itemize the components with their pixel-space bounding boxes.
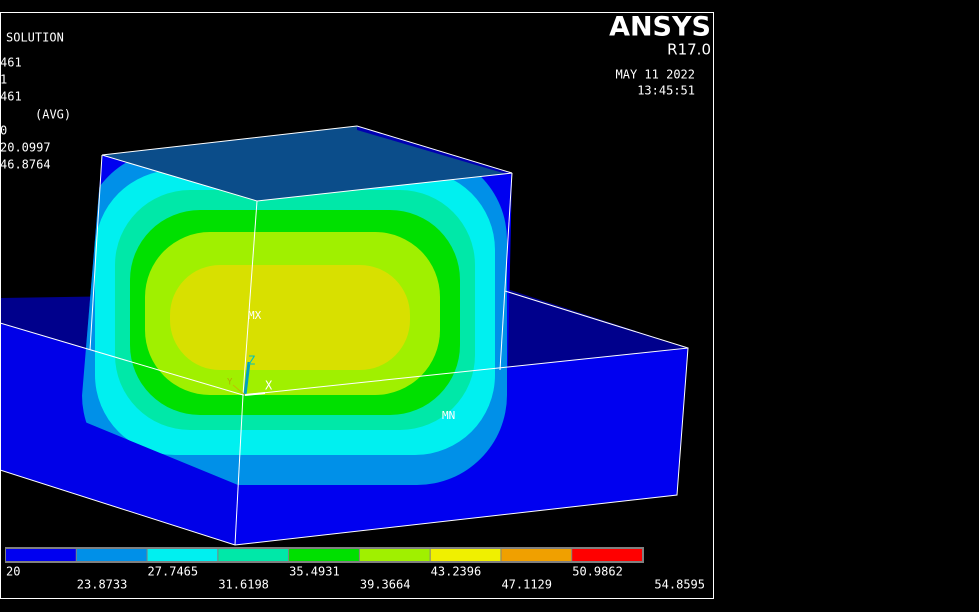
frame [0, 12, 714, 599]
info-line: 461 [0, 56, 22, 70]
legend-label: 47.1129 [501, 578, 552, 592]
info-line: 0 [0, 124, 7, 138]
legend-label: 23.8733 [77, 578, 128, 592]
max-label: MX [248, 309, 262, 322]
date: MAY 11 2022 [616, 68, 695, 82]
legend-label: 35.4931 [289, 565, 340, 579]
legend-swatch [6, 549, 76, 561]
legend-swatch [430, 549, 501, 561]
legend-swatch [359, 549, 430, 561]
triad [232, 361, 266, 396]
legend-label: 43.2396 [431, 565, 482, 579]
legend-label: 50.9862 [572, 565, 623, 579]
brand: ANSYS [609, 12, 711, 43]
edges [0, 125, 689, 546]
legend-label: 39.3664 [360, 578, 411, 592]
legend-label: 27.7465 [148, 565, 199, 579]
legend-swatch [147, 549, 218, 561]
time: 13:45:51 [637, 84, 695, 98]
legend-swatch [572, 549, 642, 561]
legend-swatch [76, 549, 147, 561]
info-line: 20.0997 [0, 141, 51, 155]
info-line: (AVG) [35, 108, 71, 122]
info-line: SOLUTION [6, 31, 64, 45]
legend: 20 23.8733 27.7465 31.6198 35.4931 39.3664 43.… [5, 547, 705, 592]
legend-label: 20 [6, 565, 20, 579]
info-line: 1 [0, 73, 7, 87]
legend-label: 54.8595 [654, 578, 705, 592]
version: R17.0 [667, 41, 711, 59]
min-label: MN [442, 409, 455, 422]
legend-swatch [501, 549, 572, 561]
info-line: 461 [0, 90, 22, 104]
legend-label: 31.6198 [218, 578, 269, 592]
axis-label: X [265, 379, 273, 393]
contour [80, 155, 512, 500]
axis-label: Y [227, 378, 233, 388]
info-line: 46.8764 [0, 158, 51, 172]
legend-swatch [218, 549, 289, 561]
legend-swatch [289, 549, 359, 561]
axis-label: Z [248, 354, 255, 368]
